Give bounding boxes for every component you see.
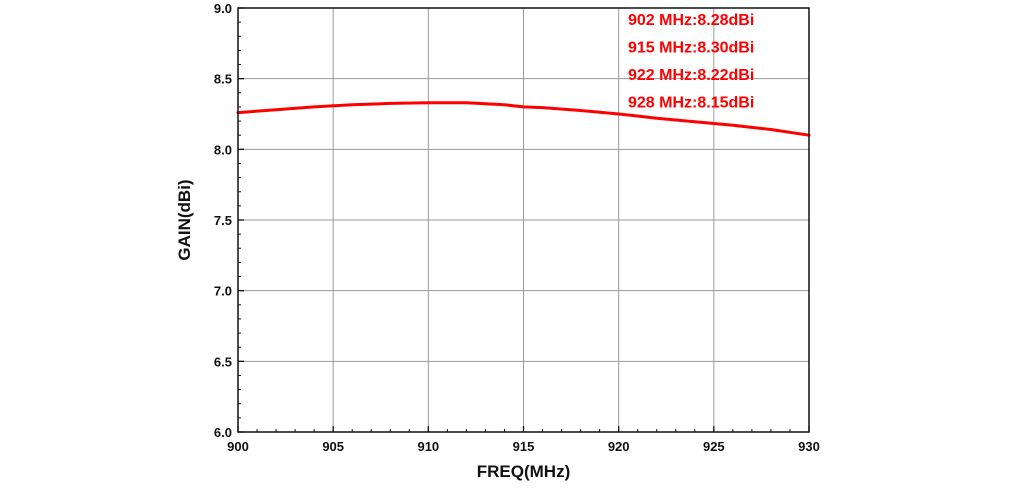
y-tick-label: 7.5 xyxy=(214,213,232,228)
y-tick-label: 9.0 xyxy=(214,1,232,16)
series-layer xyxy=(236,101,811,137)
y-tick-label: 6.5 xyxy=(214,354,232,369)
y-tick-label: 8.5 xyxy=(214,72,232,87)
axis-ticks xyxy=(237,7,810,433)
y-tick-label: 7.0 xyxy=(214,284,232,299)
annotation-label: 902 MHz:8.28dBi xyxy=(628,12,754,29)
annotation-list: 902 MHz:8.28dBi 915 MHz:8.30dBi 922 MHz:8.… xyxy=(628,12,754,112)
y-tick-label: 8.0 xyxy=(214,142,232,157)
y-tick-labels: 6.0 6.5 7.0 7.5 8.0 8.5 9.0 xyxy=(214,1,232,440)
y-tick-label: 6.0 xyxy=(214,425,232,440)
x-axis-title: FREQ(MHz) xyxy=(477,462,570,481)
x-tick-label: 925 xyxy=(703,439,725,454)
x-tick-label: 920 xyxy=(608,439,630,454)
annotation-label: 928 MHz:8.15dBi xyxy=(628,95,754,112)
gain-curve xyxy=(236,101,811,137)
y-axis-title: GAIN(dBi) xyxy=(175,179,194,260)
x-tick-label: 905 xyxy=(322,439,344,454)
x-tick-label: 930 xyxy=(798,439,820,454)
annotation-label: 922 MHz:8.22dBi xyxy=(628,67,754,84)
x-tick-label: 915 xyxy=(513,439,535,454)
x-tick-labels: 900 905 910 915 920 925 930 xyxy=(227,439,820,454)
x-tick-label: 900 xyxy=(227,439,249,454)
x-tick-label: 910 xyxy=(417,439,439,454)
annotation-label: 915 MHz:8.30dBi xyxy=(628,40,754,57)
